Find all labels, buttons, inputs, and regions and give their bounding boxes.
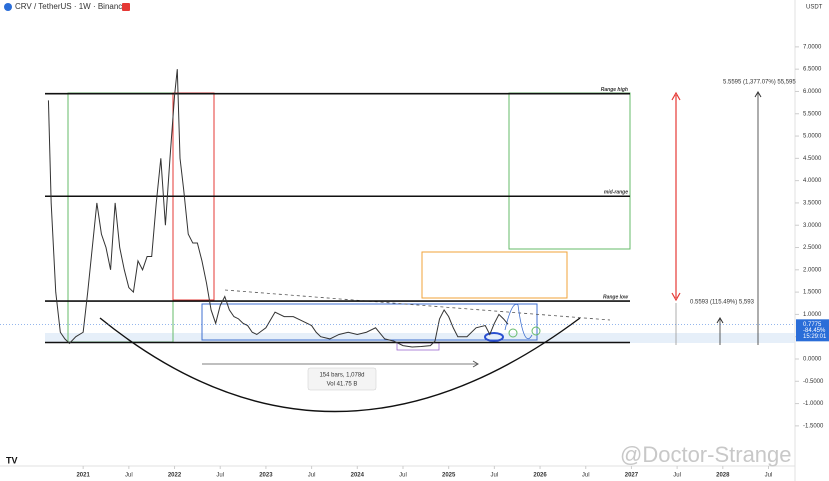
- x-tick-label: Jul: [308, 473, 316, 479]
- y-tick-label: 2.0000: [803, 267, 822, 273]
- symbol-icon: [4, 3, 12, 11]
- last-price: 0.7775: [803, 322, 822, 328]
- y-tick-label: 3.0000: [803, 223, 822, 229]
- level-label: mid-range: [604, 190, 628, 196]
- x-tick-label: Jul: [673, 473, 681, 479]
- x-tick-label: 2028: [716, 473, 730, 479]
- x-tick-label: 2025: [442, 473, 456, 479]
- status-badge: [122, 3, 130, 11]
- y-tick-label: 2.5000: [803, 245, 822, 251]
- y-tick-label: -1.0000: [803, 401, 824, 407]
- y-tick-label: 1.0000: [803, 312, 822, 318]
- x-tick-label: Jul: [125, 473, 133, 479]
- support-band: [45, 333, 795, 343]
- x-tick-label: 2026: [533, 473, 547, 479]
- y-tick-label: 5.5000: [803, 111, 822, 117]
- measure-volume: Vol 41.75 B: [327, 382, 358, 388]
- y-tick-label: 6.5000: [803, 67, 822, 73]
- last-price-change: -84.45%: [803, 328, 826, 334]
- y-tick-label: 4.5000: [803, 156, 822, 162]
- cup-curve: [99, 317, 581, 413]
- y-tick-label: 4.0000: [803, 178, 822, 184]
- level-label: Range high: [601, 87, 628, 93]
- y-tick-label: 0.0000: [803, 357, 822, 363]
- x-tick-label: 2027: [625, 473, 639, 479]
- y-tick-label: 3.5000: [803, 201, 822, 207]
- target-label: 0.5593 (115.49%) 5,593: [690, 300, 755, 306]
- y-tick-label: 5.0000: [803, 134, 822, 140]
- x-tick-label: 2024: [351, 473, 365, 479]
- measure-box: [307, 367, 377, 391]
- chart-title: CRV / TetherUS · 1W · Binance: [15, 2, 127, 11]
- range-box: [201, 303, 538, 341]
- target-arrow-head: [754, 91, 762, 98]
- x-tick-label: 2023: [259, 473, 273, 479]
- x-tick-label: Jul: [216, 473, 224, 479]
- target-box: [421, 251, 568, 299]
- price-line: [47, 69, 509, 348]
- x-tick-label: 2021: [76, 473, 90, 479]
- logo: TV: [6, 455, 18, 465]
- x-tick-label: Jul: [582, 473, 590, 479]
- measure-arrow-head: [472, 360, 479, 368]
- chart-layer: 7.0000 6.5000 6.0000 5.5000 5.0000 4.5000 4.00…: [0, 44, 829, 479]
- y-tick-label: 6.0000: [803, 89, 822, 95]
- measure-bars: 154 bars, 1,078d: [319, 373, 364, 379]
- target-arrow-head: [716, 317, 724, 324]
- y-tick-label: 1.5000: [803, 290, 822, 296]
- y-tick-label: -1.5000: [803, 423, 824, 429]
- y-tick-label: 7.0000: [803, 44, 822, 50]
- marker-circle: [508, 328, 518, 338]
- projection-path: [504, 303, 533, 340]
- marker-circle: [531, 326, 541, 336]
- y-tick-label: -0.5000: [803, 379, 824, 385]
- x-tick-label: 2022: [168, 473, 182, 479]
- level-label: Range low: [603, 294, 629, 300]
- currency-label: USDT: [806, 5, 823, 11]
- x-tick-label: Jul: [491, 473, 499, 479]
- trend-line: [224, 289, 611, 321]
- target-label: 5.5595 (1,377.07%) 55,595: [723, 80, 796, 86]
- marker-ellipse: [484, 332, 504, 342]
- last-price-countdown: 15:29:01: [803, 334, 827, 340]
- x-tick-label: Jul: [399, 473, 407, 479]
- watermark: @Doctor-Strange: [620, 442, 792, 467]
- x-tick-label: Jul: [765, 473, 773, 479]
- last-price-tag: [796, 319, 829, 342]
- range-arrow-heads: [671, 91, 681, 302]
